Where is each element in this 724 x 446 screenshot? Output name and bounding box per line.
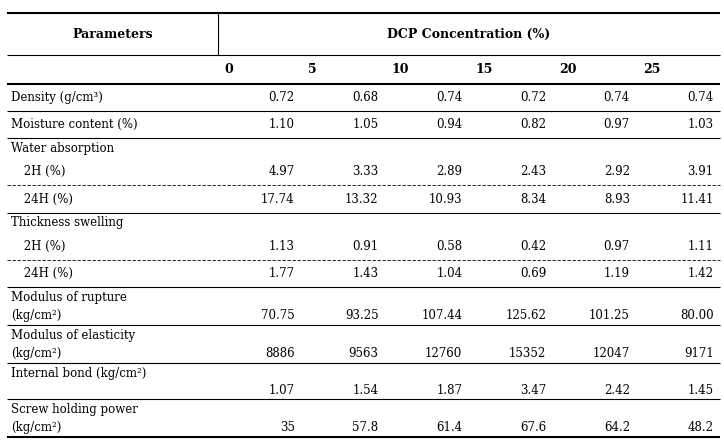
Text: 0.69: 0.69 <box>520 267 546 280</box>
Text: 0.74: 0.74 <box>604 91 630 104</box>
Text: 64.2: 64.2 <box>604 421 630 434</box>
Text: 0.82: 0.82 <box>520 118 546 131</box>
Text: 1.54: 1.54 <box>353 384 379 396</box>
Text: 17.74: 17.74 <box>261 193 295 206</box>
Text: 1.05: 1.05 <box>353 118 379 131</box>
Text: 0.42: 0.42 <box>520 240 546 252</box>
Text: 1.43: 1.43 <box>353 267 379 280</box>
Text: 61.4: 61.4 <box>436 421 463 434</box>
Text: 2H (%): 2H (%) <box>20 165 66 178</box>
Text: 2H (%): 2H (%) <box>20 240 66 252</box>
Text: 0.94: 0.94 <box>436 118 463 131</box>
Text: 1.07: 1.07 <box>269 384 295 396</box>
Text: (kg/cm²): (kg/cm²) <box>11 309 62 322</box>
Text: Density (g/cm³): Density (g/cm³) <box>11 91 103 104</box>
Text: 8.93: 8.93 <box>604 193 630 206</box>
Text: Modulus of elasticity: Modulus of elasticity <box>11 329 135 342</box>
Text: 0.74: 0.74 <box>436 91 463 104</box>
Text: 0.97: 0.97 <box>604 240 630 252</box>
Text: 3.47: 3.47 <box>520 384 546 396</box>
Text: 1.03: 1.03 <box>688 118 714 131</box>
Text: 0: 0 <box>224 63 233 76</box>
Text: 1.45: 1.45 <box>688 384 714 396</box>
Text: Moisture content (%): Moisture content (%) <box>11 118 138 131</box>
Text: 70.75: 70.75 <box>261 309 295 322</box>
Text: Modulus of rupture: Modulus of rupture <box>11 291 127 304</box>
Text: 2.42: 2.42 <box>604 384 630 396</box>
Text: 2.92: 2.92 <box>604 165 630 178</box>
Text: 8.34: 8.34 <box>520 193 546 206</box>
Text: 24H (%): 24H (%) <box>20 193 73 206</box>
Text: (kg/cm²): (kg/cm²) <box>11 347 62 360</box>
Text: 25: 25 <box>644 63 661 76</box>
Text: 48.2: 48.2 <box>688 421 714 434</box>
Text: 1.11: 1.11 <box>688 240 714 252</box>
Text: 101.25: 101.25 <box>589 309 630 322</box>
Text: 11.41: 11.41 <box>681 193 714 206</box>
Text: 5: 5 <box>308 63 316 76</box>
Text: 9171: 9171 <box>684 347 714 360</box>
Text: 10.93: 10.93 <box>429 193 463 206</box>
Text: 0.72: 0.72 <box>269 91 295 104</box>
Text: 0.72: 0.72 <box>520 91 546 104</box>
Text: 20: 20 <box>560 63 577 76</box>
Text: 13.32: 13.32 <box>345 193 379 206</box>
Text: 1.19: 1.19 <box>604 267 630 280</box>
Text: 2.43: 2.43 <box>520 165 546 178</box>
Text: 1.10: 1.10 <box>269 118 295 131</box>
Text: Screw holding power: Screw holding power <box>11 403 138 416</box>
Text: 3.33: 3.33 <box>353 165 379 178</box>
Text: 10: 10 <box>392 63 409 76</box>
Text: 9563: 9563 <box>348 347 379 360</box>
Text: 2.89: 2.89 <box>437 165 463 178</box>
Text: 1.87: 1.87 <box>437 384 463 396</box>
Text: 0.68: 0.68 <box>353 91 379 104</box>
Text: 80.00: 80.00 <box>680 309 714 322</box>
Text: 0.74: 0.74 <box>687 91 714 104</box>
Text: 3.91: 3.91 <box>688 165 714 178</box>
Text: (kg/cm²): (kg/cm²) <box>11 421 62 434</box>
Text: 125.62: 125.62 <box>505 309 546 322</box>
Text: Water absorption: Water absorption <box>11 142 114 155</box>
Text: 24H (%): 24H (%) <box>20 267 73 280</box>
Text: 15: 15 <box>476 63 493 76</box>
Text: 93.25: 93.25 <box>345 309 379 322</box>
Text: 15352: 15352 <box>509 347 546 360</box>
Text: 12760: 12760 <box>425 347 463 360</box>
Text: 67.6: 67.6 <box>520 421 546 434</box>
Text: 0.91: 0.91 <box>353 240 379 252</box>
Text: 1.13: 1.13 <box>269 240 295 252</box>
Text: Thickness swelling: Thickness swelling <box>11 216 123 229</box>
Text: 1.04: 1.04 <box>436 267 463 280</box>
Text: 1.42: 1.42 <box>688 267 714 280</box>
Text: 57.8: 57.8 <box>353 421 379 434</box>
Text: 12047: 12047 <box>593 347 630 360</box>
Text: 35: 35 <box>279 421 295 434</box>
Text: 8886: 8886 <box>265 347 295 360</box>
Text: Internal bond (kg/cm²): Internal bond (kg/cm²) <box>11 367 146 380</box>
Text: DCP Concentration (%): DCP Concentration (%) <box>387 28 551 41</box>
Text: 1.77: 1.77 <box>269 267 295 280</box>
Text: 0.58: 0.58 <box>436 240 463 252</box>
Text: 0.97: 0.97 <box>604 118 630 131</box>
Text: 4.97: 4.97 <box>269 165 295 178</box>
Text: 107.44: 107.44 <box>421 309 463 322</box>
Text: Parameters: Parameters <box>72 28 153 41</box>
